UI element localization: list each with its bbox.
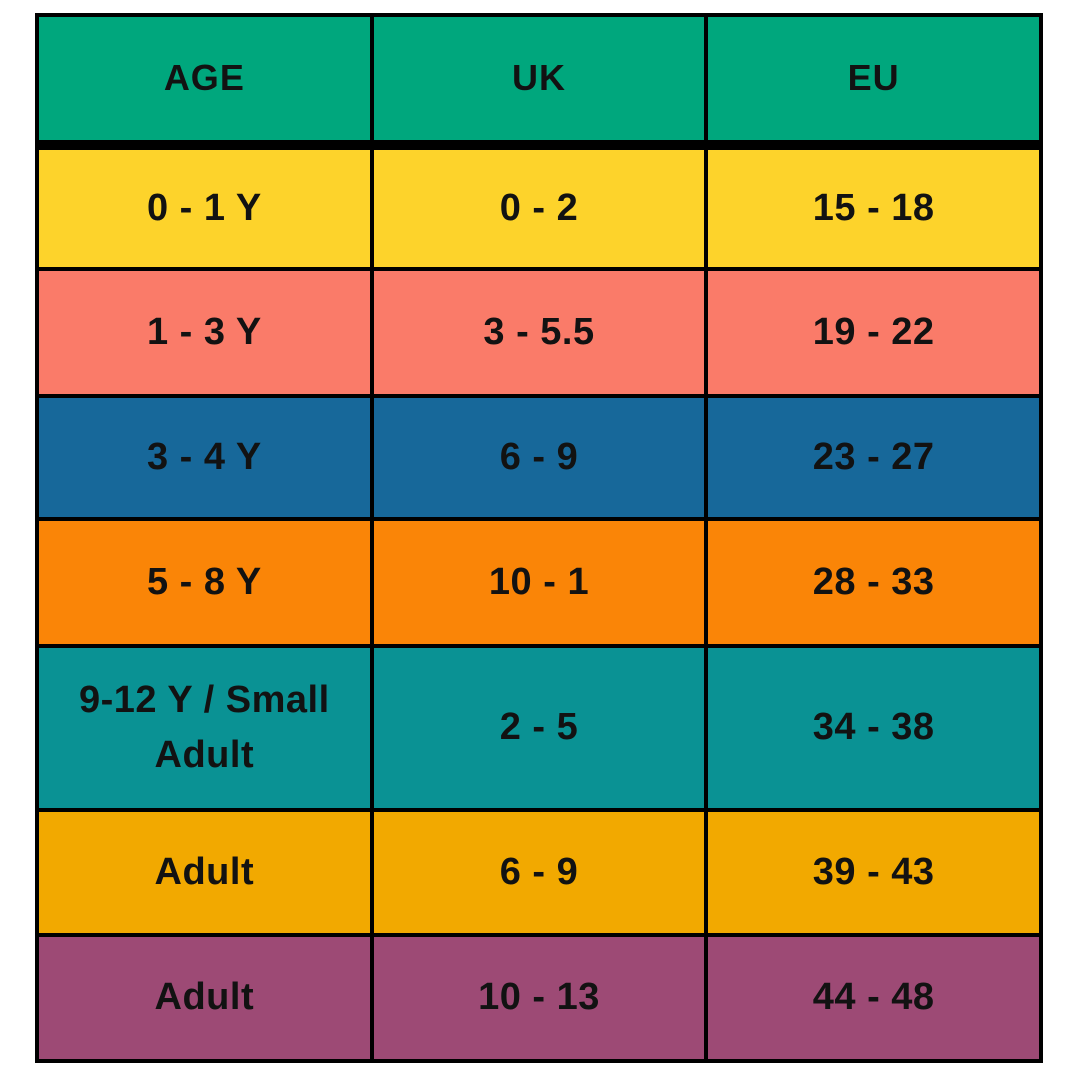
age-cell: 9-12 Y / Small Adult [39, 648, 370, 808]
age-cell: 0 - 1 Y [39, 150, 370, 267]
column-header-age: AGE [39, 17, 370, 140]
age-cell: 5 - 8 Y [39, 521, 370, 644]
uk-cell: 2 - 5 [373, 648, 705, 808]
eu-cell: 15 - 18 [708, 150, 1039, 267]
eu-cell: 19 - 22 [708, 271, 1039, 394]
age-cell: 1 - 3 Y [39, 271, 370, 394]
column-header-uk: UK [373, 17, 705, 140]
eu-cell: 34 - 38 [708, 648, 1039, 808]
age-cell: 3 - 4 Y [39, 398, 370, 517]
column-header-eu: EU [708, 17, 1039, 140]
header-separator [39, 144, 1039, 146]
uk-cell: 0 - 2 [373, 150, 705, 267]
age-cell: Adult [39, 937, 370, 1059]
uk-cell: 3 - 5.5 [373, 271, 705, 394]
uk-cell: 10 - 1 [373, 521, 705, 644]
age-cell: Adult [39, 812, 370, 933]
eu-cell: 28 - 33 [708, 521, 1039, 644]
uk-cell: 6 - 9 [373, 398, 705, 517]
uk-cell: 6 - 9 [373, 812, 705, 933]
eu-cell: 44 - 48 [708, 937, 1039, 1059]
eu-cell: 23 - 27 [708, 398, 1039, 517]
uk-cell: 10 - 13 [373, 937, 705, 1059]
eu-cell: 39 - 43 [708, 812, 1039, 933]
